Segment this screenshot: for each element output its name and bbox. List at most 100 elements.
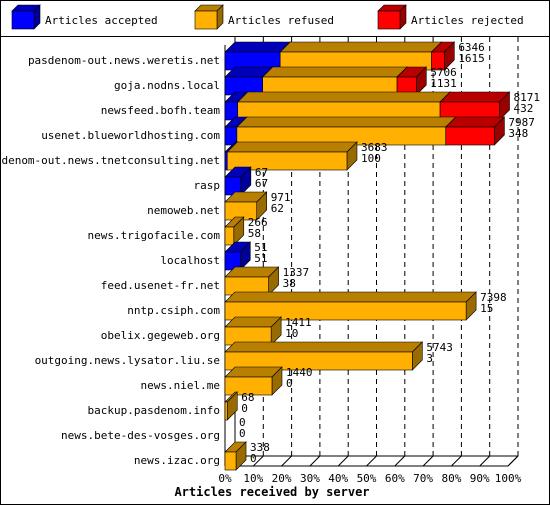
- data-label-accepted: 62: [271, 202, 284, 215]
- bar-segment-articles-refused-top: [224, 341, 424, 353]
- category-label: pasdenom-out.news.weretis.net: [28, 54, 220, 67]
- data-label-total: 3683: [361, 141, 388, 154]
- bar-segment-articles-rejected: [396, 66, 428, 96]
- legend: Articles accepted Articles refused Article…: [11, 4, 524, 30]
- category-label: newsfeed.bofh.team: [101, 104, 221, 117]
- data-label-total: 0: [239, 416, 246, 429]
- data-label-total: 67: [255, 166, 268, 179]
- bar-segment-articles-refused: [224, 266, 280, 296]
- x-tick-label: 50%: [357, 472, 377, 485]
- category-label: rasp: [194, 179, 221, 192]
- bar-segment-articles-refused: [224, 441, 247, 471]
- x-tick-label: 30%: [300, 472, 320, 485]
- bar-segment-articles-refused-top: [236, 116, 457, 128]
- category-label: localhost: [160, 254, 220, 267]
- legend-swatch-front: [11, 10, 35, 30]
- data-label-accepted: 58: [248, 227, 261, 240]
- category-label: news.trigofacile.com: [88, 229, 221, 242]
- data-label-total: 8171: [514, 91, 541, 104]
- data-label-accepted: 0: [250, 452, 257, 465]
- bar-segment-articles-refused-front: [224, 451, 237, 471]
- bar-segment-articles-refused: [279, 41, 443, 71]
- data-label-total: 338: [250, 441, 270, 454]
- data-label-accepted: 100: [361, 152, 381, 165]
- bar-segment-articles-refused: [224, 391, 238, 421]
- category-label: nntp.csiph.com: [127, 304, 220, 317]
- bar-segment-articles-refused-front: [224, 226, 235, 246]
- floor-tick: [507, 455, 519, 467]
- category-label: backup.pasdenom.info: [88, 404, 220, 417]
- data-label-accepted: 0: [241, 402, 248, 415]
- bar-segment-articles-refused-top: [226, 141, 358, 153]
- category-label: nemoweb.net: [147, 204, 220, 217]
- x-tick-label: 80%: [441, 472, 461, 485]
- data-label-accepted: 0: [239, 427, 246, 440]
- data-label-accepted: 10: [285, 327, 298, 340]
- x-tick-label: 90%: [470, 472, 490, 485]
- data-label-accepted: 67: [255, 177, 268, 190]
- data-label-total: 5706: [430, 66, 457, 79]
- data-label-accepted: 1615: [458, 52, 485, 65]
- bar-segment-articles-rejected: [445, 116, 506, 146]
- bar-segment-articles-refused-front: [224, 351, 413, 371]
- bar-segment-articles-rejected-top: [439, 91, 511, 103]
- floor-tick: [422, 455, 434, 467]
- x-tick-label: 10%: [243, 472, 263, 485]
- data-label-accepted: 38: [283, 277, 296, 290]
- data-label-total: 7398: [480, 291, 507, 304]
- data-label-total: 51: [254, 241, 267, 254]
- bar-segment-articles-rejected-front: [431, 51, 445, 71]
- data-label-total: 68: [241, 391, 254, 404]
- bar-segment-articles-refused: [224, 216, 245, 246]
- legend-label: Articles rejected: [411, 14, 524, 27]
- data-label-accepted: 348: [508, 127, 528, 140]
- bar-segment-articles-refused-top: [261, 66, 408, 78]
- floor-tick: [281, 455, 292, 467]
- category-label: news.izac.org: [134, 454, 220, 467]
- floor-tick: [479, 455, 491, 467]
- floor-tick: [252, 455, 264, 467]
- x-axis-label: Articles received by server: [174, 485, 369, 499]
- x-tick-label: 20%: [272, 472, 292, 485]
- bar-segment-articles-accepted-front: [224, 151, 228, 171]
- bar-segment-articles-accepted: [224, 241, 252, 271]
- plot-area: 0% 10% 20% 30% 40% 50% 60% 70% 80% 90% 100% pasdeno…: [0, 37, 540, 485]
- x-tick-label: 70%: [413, 472, 433, 485]
- data-label-total: 1337: [283, 266, 310, 279]
- bar-segment-articles-refused-top: [224, 291, 477, 303]
- category-label: usenet.blueworldhosting.com: [41, 129, 220, 142]
- data-label-total: 266: [248, 216, 268, 229]
- legend-swatch-front: [377, 10, 401, 30]
- bar-segment-articles-refused-front: [224, 301, 467, 321]
- legend-label: Articles refused: [228, 14, 334, 27]
- floor-tick: [451, 455, 462, 467]
- category-label: news.bete-des-vosges.org: [61, 429, 220, 442]
- data-label-accepted: 0: [286, 377, 293, 390]
- bar-segment-articles-refused-top: [279, 41, 443, 53]
- x-tick-label: 40%: [328, 472, 348, 485]
- floor-tick: [337, 455, 349, 467]
- category-label: outgoing.news.lysator.liu.se: [35, 354, 220, 367]
- data-label-accepted: 15: [480, 302, 493, 315]
- legend-swatch-front: [194, 10, 218, 30]
- legend-swatch: [11, 4, 41, 30]
- bar-segment-articles-refused-front: [226, 151, 348, 171]
- bar-segment-articles-refused: [224, 341, 424, 371]
- category-label: news.niel.me: [141, 379, 220, 392]
- data-label-total: 7987: [508, 116, 535, 129]
- bar-segment-articles-accepted-top: [224, 41, 291, 53]
- bar-segment-articles-refused-front: [224, 401, 228, 421]
- bar-segment-articles-refused-front: [224, 376, 273, 396]
- bar-segment-articles-rejected: [439, 91, 511, 121]
- bar-segment-articles-refused: [224, 291, 477, 321]
- legend-swatch: [377, 4, 407, 30]
- category-label: pasdenom-out.news.tnetconsulting.net: [0, 154, 220, 167]
- data-label-total: 1440: [286, 366, 313, 379]
- bar-segment-articles-refused: [224, 316, 282, 346]
- bar-segment-articles-accepted: [224, 166, 252, 196]
- category-label: goja.nodns.local: [114, 79, 220, 92]
- legend-label: Articles accepted: [45, 14, 158, 27]
- data-label-total: 5743: [426, 341, 453, 354]
- bar-segment-articles-refused: [261, 66, 408, 96]
